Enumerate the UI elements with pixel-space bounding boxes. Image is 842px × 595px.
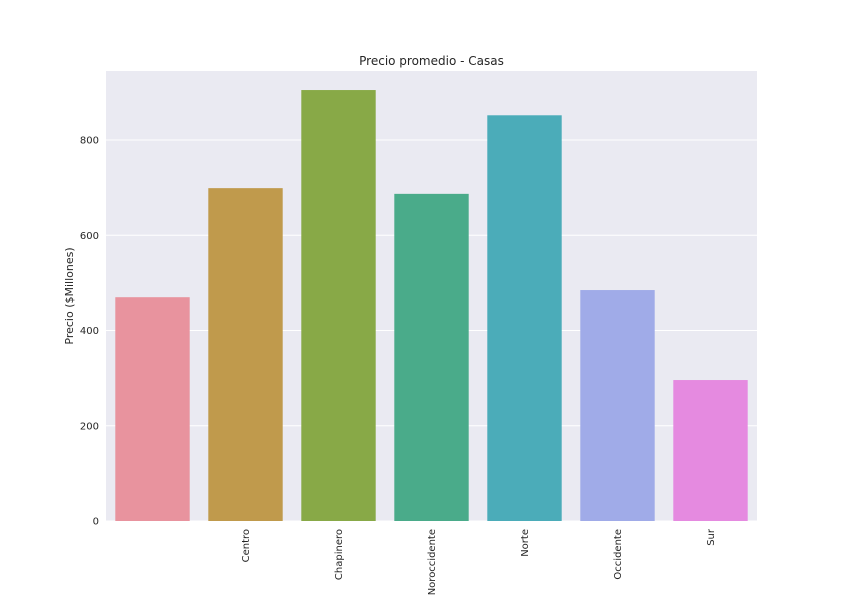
y-tick-label: 0 bbox=[93, 517, 99, 528]
bar bbox=[208, 188, 283, 521]
y-axis-label: Precio ($Millones) bbox=[63, 247, 76, 344]
bar bbox=[394, 193, 469, 521]
x-tick-label: Norte bbox=[520, 529, 531, 557]
bar bbox=[673, 380, 748, 521]
x-tick-label: Noroccidente bbox=[427, 529, 438, 595]
x-tick-label: Centro bbox=[241, 529, 252, 562]
y-tick-label: 400 bbox=[80, 326, 99, 337]
x-tick-label: Occidente bbox=[613, 529, 624, 580]
x-axis-ticks: Centro Chapinero Noroccidente Norte Occident… bbox=[241, 528, 717, 595]
y-tick-label: 800 bbox=[80, 136, 99, 147]
y-tick-label: 600 bbox=[80, 231, 99, 242]
x-tick-label: Sur bbox=[706, 528, 717, 546]
bar bbox=[487, 115, 562, 522]
y-axis-ticks: 0 200 400 600 800 bbox=[80, 136, 99, 528]
y-tick-label: 200 bbox=[80, 421, 99, 432]
bars bbox=[115, 90, 748, 522]
bar bbox=[580, 290, 655, 521]
bar bbox=[301, 90, 376, 522]
x-tick-label: Chapinero bbox=[334, 529, 345, 580]
chart-title: Precio promedio - Casas bbox=[359, 54, 504, 68]
bar bbox=[115, 297, 190, 521]
